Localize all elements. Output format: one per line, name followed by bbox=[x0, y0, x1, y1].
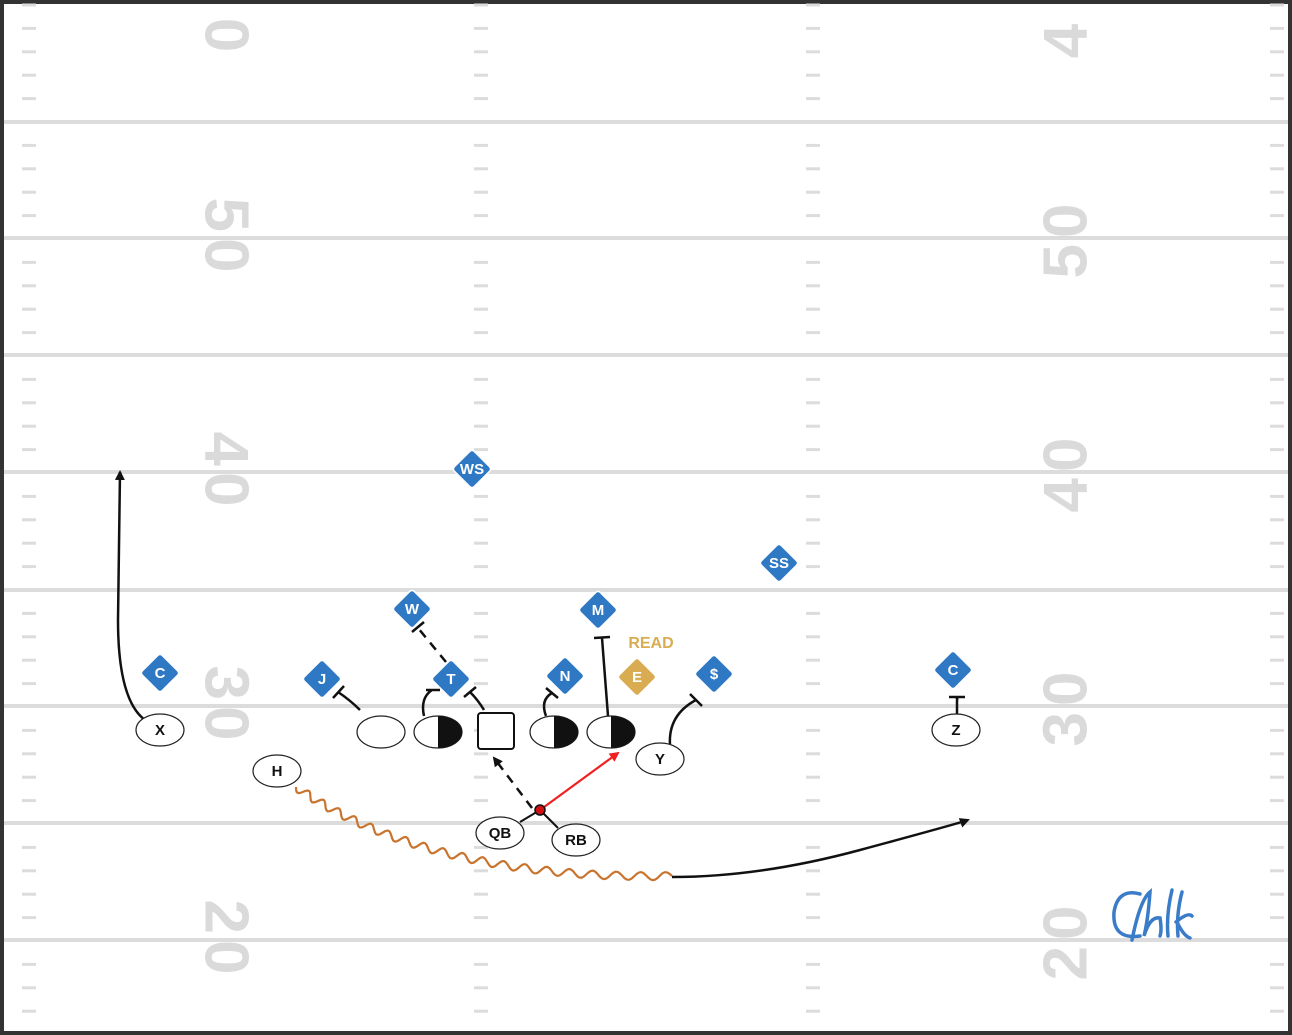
yard-numbers: 0 50 40 30 20 4 50 40 30 20 bbox=[192, 18, 1101, 981]
motion-route bbox=[294, 786, 673, 882]
player bbox=[551, 823, 601, 857]
yard-number: 0 bbox=[192, 18, 261, 58]
defender-label: N bbox=[560, 668, 571, 685]
player bbox=[635, 742, 685, 776]
offense: X H Y Z QB RB bbox=[135, 712, 981, 857]
block bbox=[593, 635, 611, 717]
route bbox=[114, 470, 146, 722]
block bbox=[463, 686, 486, 711]
mesh-point bbox=[534, 804, 546, 816]
route bbox=[671, 818, 970, 879]
yard-number: 20 bbox=[192, 900, 261, 981]
annotation: READ bbox=[628, 635, 673, 652]
defender-label: W bbox=[405, 601, 420, 618]
logo bbox=[1112, 888, 1194, 942]
yard-number: 40 bbox=[192, 432, 261, 513]
defender bbox=[694, 654, 734, 694]
defender bbox=[578, 590, 618, 630]
yard-number: 50 bbox=[192, 198, 261, 279]
handoff bbox=[539, 751, 620, 811]
player bbox=[931, 713, 981, 747]
lineman bbox=[356, 715, 406, 749]
defense: WS SS W M J T N E $ C C bbox=[140, 449, 973, 699]
defender bbox=[933, 650, 973, 690]
player-label: QB bbox=[489, 825, 512, 842]
player bbox=[135, 713, 185, 747]
player bbox=[475, 816, 525, 850]
defender bbox=[545, 656, 585, 696]
player-label: RB bbox=[565, 832, 587, 849]
yard-number: 30 bbox=[1031, 666, 1100, 747]
player bbox=[252, 754, 302, 788]
yard-number: 4 bbox=[1031, 18, 1100, 58]
block bbox=[411, 621, 425, 633]
defender-label: C bbox=[948, 662, 959, 679]
yard-number: 30 bbox=[192, 666, 261, 747]
lineman-half bbox=[611, 716, 635, 748]
player-label: X bbox=[155, 722, 165, 739]
defender-label: E bbox=[632, 669, 642, 686]
qb-read bbox=[492, 756, 533, 809]
lineman-half bbox=[438, 716, 462, 748]
yard-number: 20 bbox=[1031, 900, 1100, 981]
defender bbox=[452, 449, 492, 489]
defender bbox=[140, 653, 180, 693]
yard-number: 50 bbox=[1031, 198, 1100, 279]
block bbox=[949, 695, 965, 716]
block bbox=[668, 693, 703, 746]
defender bbox=[759, 543, 799, 583]
lineman-half bbox=[554, 716, 578, 748]
defender-label: C bbox=[155, 665, 166, 682]
center bbox=[477, 712, 515, 750]
player-label: Z bbox=[951, 722, 960, 739]
defender bbox=[302, 659, 342, 699]
defender bbox=[617, 657, 657, 697]
yard-number: 40 bbox=[1031, 432, 1100, 513]
block bbox=[332, 685, 361, 711]
defender bbox=[392, 589, 432, 629]
defender bbox=[431, 659, 471, 699]
defender-label: T bbox=[446, 671, 455, 688]
yard-lines bbox=[4, 3, 1288, 1013]
defender-label: WS bbox=[460, 461, 484, 478]
player-label: Y bbox=[655, 751, 665, 768]
defender-label: SS bbox=[769, 555, 789, 572]
player-label: H bbox=[272, 763, 283, 780]
routes bbox=[114, 470, 970, 882]
defender-label: $ bbox=[710, 666, 719, 683]
defender-label: J bbox=[318, 671, 326, 688]
block bbox=[421, 688, 440, 717]
block-dashed bbox=[417, 627, 447, 663]
block bbox=[542, 687, 559, 717]
defender-label: M bbox=[592, 602, 605, 619]
